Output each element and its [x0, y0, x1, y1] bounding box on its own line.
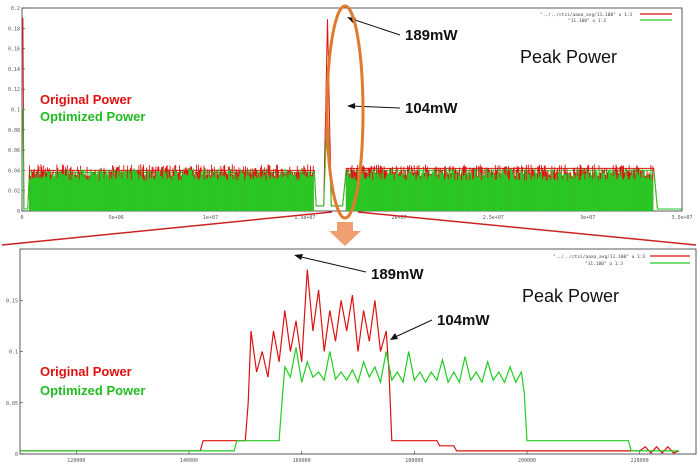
zoom-legend-key-original: "../../ctsi/aaaa_avg/11.100" u 1:3 — [553, 254, 645, 260]
zoom-arrow-original-peak — [296, 255, 367, 273]
zoom-title: Peak Power — [522, 286, 619, 306]
y-tick-label: 0.14 — [8, 67, 20, 73]
zoom-x-ticks: 120000 140000 160000 180000 200000 220000 — [67, 451, 649, 464]
overview-annotation-optimized-peak: 104mW — [405, 100, 458, 117]
overview-y-ticks: 0 0.02 0.04 0.06 0.08 0.1 0.12 0.14 0.16 0.18 0.2 — [8, 6, 25, 215]
highlight-ellipse — [325, 4, 365, 220]
y-tick-label: 0.16 — [8, 47, 20, 53]
y-tick-label: 0 — [15, 452, 18, 458]
series-line-optimized — [20, 347, 680, 452]
x-tick-label: 180000 — [405, 458, 423, 464]
overview-arrow-optimized-peak — [349, 105, 401, 109]
x-tick-label: 140000 — [180, 458, 198, 464]
zoom-line-right — [357, 211, 697, 246]
y-tick-label: 0.15 — [6, 298, 18, 304]
overview-legend-key-optimized: "11.100" u 1:3 — [568, 18, 606, 24]
overview-arrow-original-peak — [348, 17, 401, 36]
zoom-down-arrow — [329, 222, 361, 246]
overview-label-optimized: Optimized Power — [40, 109, 145, 124]
overview-arrowhead-optimized-peak — [347, 103, 355, 109]
x-tick-label: 3e+07 — [580, 215, 595, 221]
zoom-label-original: Original Power — [40, 364, 132, 379]
y-tick-label: 0 — [17, 209, 20, 215]
zoom-arrowhead-original-peak — [294, 254, 303, 260]
zoom-label-optimized: Optimized Power — [40, 383, 145, 398]
x-tick-label: 2e+07 — [392, 215, 407, 221]
y-tick-label: 0.08 — [8, 128, 20, 134]
overview-title: Peak Power — [520, 47, 617, 67]
zoom-line-left — [1, 211, 333, 246]
overview-chart: 0 5e+06 1e+07 1.5e+07 2e+07 2.5e+07 3e+07 3.5e+… — [8, 4, 693, 221]
zoom-connector — [1, 211, 697, 246]
x-tick-label: 1.5e+07 — [294, 215, 315, 221]
x-tick-label: 3.5e+07 — [671, 215, 692, 221]
y-tick-label: 0.02 — [8, 189, 20, 195]
zoom-annotation-original-peak: 189mW — [371, 266, 424, 283]
x-tick-label: 160000 — [293, 458, 311, 464]
y-tick-label: 0.1 — [11, 108, 20, 114]
series-band-optimized — [29, 168, 654, 211]
overview-label-original: Original Power — [40, 92, 132, 107]
series-line-original — [20, 269, 680, 454]
y-tick-label: 0.12 — [8, 87, 20, 93]
zoom-arrow-optimized-peak — [392, 319, 433, 339]
y-tick-label: 0.06 — [8, 148, 20, 154]
x-tick-label: 120000 — [67, 458, 85, 464]
zoom-legend-key-optimized: "11.100" u 1:3 — [585, 261, 623, 267]
overview-annotation-original-peak: 189mW — [405, 27, 458, 44]
x-tick-label: 200000 — [518, 458, 536, 464]
x-tick-label: 220000 — [631, 458, 649, 464]
zoom-series — [20, 269, 680, 454]
overview-legend-key-original: "../../ctsi/aaaa_avg/11.100" u 1:3 — [540, 12, 632, 18]
y-tick-label: 0.05 — [6, 401, 18, 407]
y-tick-label: 0.18 — [8, 26, 20, 32]
y-tick-label: 0.04 — [8, 168, 20, 174]
zoom-annotation-optimized-peak: 104mW — [437, 312, 490, 329]
x-tick-label: 0 — [20, 215, 23, 221]
x-tick-label: 1e+07 — [203, 215, 218, 221]
x-tick-label: 5e+06 — [109, 215, 124, 221]
y-tick-label: 0.1 — [9, 350, 18, 356]
y-tick-label: 0.2 — [11, 6, 20, 12]
zoom-y-ticks: 0 0.05 0.1 0.15 — [6, 298, 23, 458]
zoom-chart: 120000 140000 160000 180000 200000 220000 0 0.… — [6, 248, 697, 464]
zoom-arrowhead-optimized-peak — [390, 333, 398, 340]
x-tick-label: 2.5e+07 — [483, 215, 504, 221]
